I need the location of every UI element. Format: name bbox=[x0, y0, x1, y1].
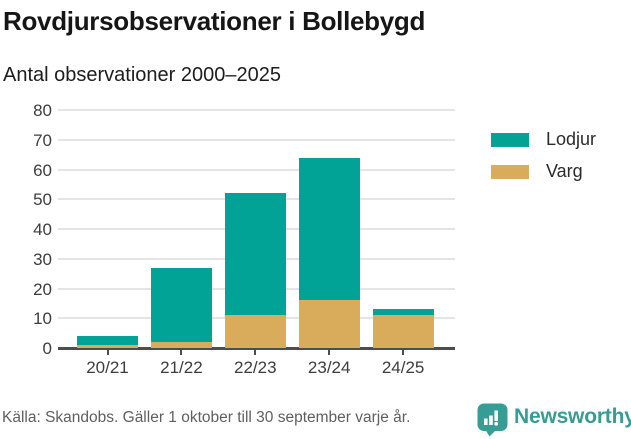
y-axis-tick-label: 20 bbox=[33, 279, 52, 299]
lodjur-color-swatch bbox=[491, 132, 529, 147]
bar-segment-varg-21-22 bbox=[150, 342, 212, 348]
x-axis-tick-label: 22/23 bbox=[234, 358, 277, 377]
legend-label-lodjur: Lodjur bbox=[546, 129, 597, 149]
x-axis-tick-label: 23/24 bbox=[307, 358, 351, 377]
y-axis-tick-label: 0 bbox=[42, 339, 52, 358]
bar-segment-lodjur-23-24 bbox=[298, 157, 360, 301]
y-axis-tick-label: 40 bbox=[33, 220, 52, 239]
newsworthy-brand: Newsworthy bbox=[477, 403, 631, 439]
bar-segment-lodjur-24-25 bbox=[372, 309, 434, 316]
bar-segment-varg-20-21 bbox=[77, 345, 138, 348]
bar-segment-lodjur-22-23 bbox=[224, 193, 286, 316]
y-axis-tick-label: 80 bbox=[33, 101, 52, 120]
legend-item-varg: Varg bbox=[491, 161, 596, 182]
page-title: Rovdjursobservationer i Bollebygd bbox=[3, 6, 426, 36]
source-note: Källa: Skandobs. Gäller 1 oktober till 3… bbox=[2, 409, 411, 426]
y-axis-tick-label: 70 bbox=[33, 130, 52, 150]
x-axis-line bbox=[58, 347, 455, 350]
legend-item-lodjur: Lodjur bbox=[491, 129, 596, 150]
varg-color-swatch bbox=[491, 164, 529, 179]
bar-segment-varg-24-25 bbox=[372, 315, 434, 348]
x-axis-tick bbox=[254, 348, 257, 355]
y-axis-tick-label: 30 bbox=[33, 249, 52, 269]
gridline bbox=[58, 109, 455, 111]
x-axis-tick-label: 20/21 bbox=[86, 358, 129, 377]
gridline bbox=[58, 168, 455, 171]
bar-segment-varg-22-23 bbox=[224, 315, 286, 348]
legend-label-varg: Varg bbox=[546, 161, 583, 181]
y-axis-tick-label: 60 bbox=[33, 160, 52, 180]
newsworthy-logo-icon bbox=[477, 403, 508, 439]
chart-subtitle: Antal observationer 2000–2025 bbox=[3, 64, 281, 86]
newsworthy-wordmark: Newsworthy bbox=[514, 405, 631, 428]
x-axis-tick bbox=[328, 348, 331, 355]
bar-segment-lodjur-20-21 bbox=[77, 336, 138, 346]
x-axis-tick-label: 24/25 bbox=[381, 358, 425, 377]
bar-segment-lodjur-21-22 bbox=[150, 267, 212, 343]
y-axis-tick-label: 50 bbox=[33, 190, 52, 210]
x-axis-tick bbox=[402, 348, 405, 355]
x-axis-tick-label: 21/22 bbox=[160, 358, 203, 377]
x-axis-tick bbox=[180, 348, 183, 355]
legend: Lodjur Varg bbox=[491, 129, 596, 193]
gridline bbox=[58, 138, 455, 141]
bar-segment-varg-23-24 bbox=[298, 300, 360, 348]
x-axis-tick bbox=[106, 348, 109, 355]
y-axis-tick-label: 10 bbox=[33, 309, 52, 329]
